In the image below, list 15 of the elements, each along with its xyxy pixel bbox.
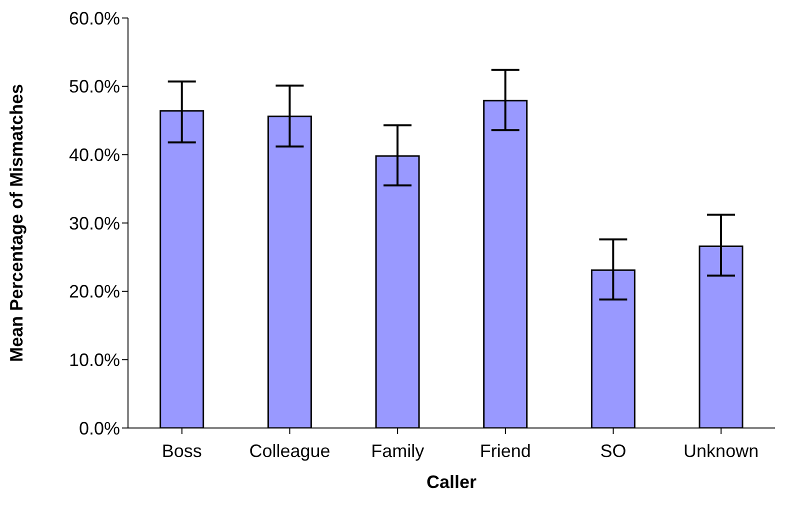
x-tick-label: Unknown [684, 440, 759, 461]
y-tick-label: 30.0% [68, 213, 120, 234]
x-tick-label: Boss [162, 440, 202, 461]
x-axis-title: Caller [426, 472, 477, 492]
y-tick-label: 40.0% [68, 145, 120, 166]
y-tick-label: 0.0% [78, 418, 120, 438]
y-tick-label: 50.0% [68, 76, 120, 97]
x-tick-label: SO [600, 440, 626, 461]
x-tick-label: Family [371, 440, 424, 461]
x-tick-label: Friend [480, 440, 531, 461]
x-tick-label: Colleague [249, 440, 330, 461]
y-tick-label: 10.0% [68, 350, 120, 370]
y-axis-title: Mean Percentage of Mismatches [6, 84, 26, 362]
y-tick-label: 20.0% [68, 282, 120, 302]
y-tick-label: 60.0% [68, 8, 120, 28]
